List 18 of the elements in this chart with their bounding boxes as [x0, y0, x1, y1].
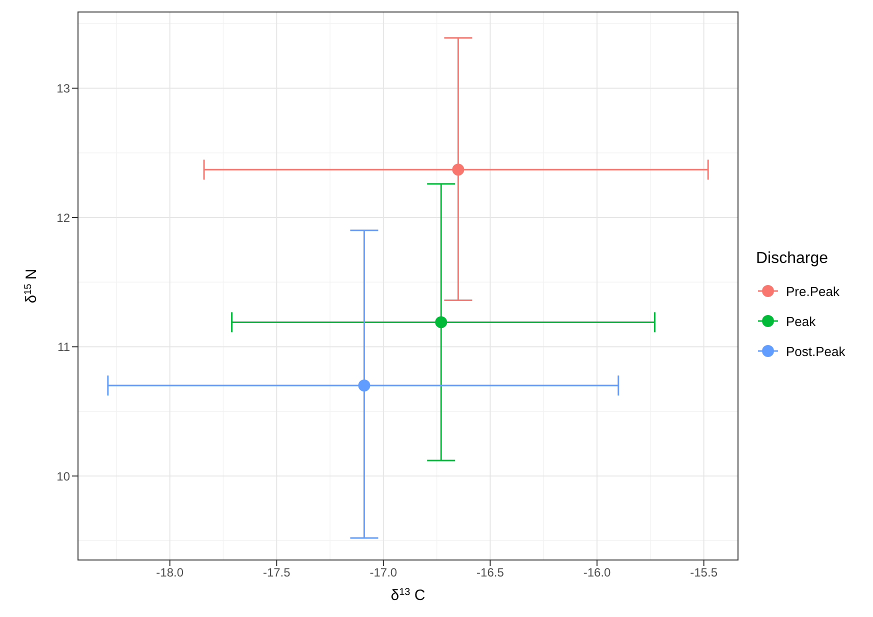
x-tick-label: -16.5	[476, 566, 504, 580]
x-axis-title: δ$^{13}$ C	[390, 586, 426, 604]
legend-label: Peak	[786, 314, 816, 328]
x-tick-label: -17.0	[370, 566, 398, 580]
y-tick-label: 10	[56, 469, 70, 484]
legend-label: Post.Peak	[786, 344, 846, 358]
point	[435, 316, 448, 328]
legend-label: Pre.Peak	[786, 284, 840, 298]
x-tick-label: -16.0	[583, 566, 612, 580]
y-tick-label: 13	[56, 82, 70, 96]
point	[452, 164, 464, 176]
point	[358, 380, 370, 392]
x-tick-label: -15.5	[690, 566, 718, 580]
legend-title: Discharge	[756, 250, 830, 268]
x-tick-label: -18.0	[156, 566, 184, 580]
y-tick-label: 11	[58, 340, 70, 354]
y-tick-label: 12	[56, 210, 70, 225]
x-tick-label: -17.5	[262, 566, 291, 580]
